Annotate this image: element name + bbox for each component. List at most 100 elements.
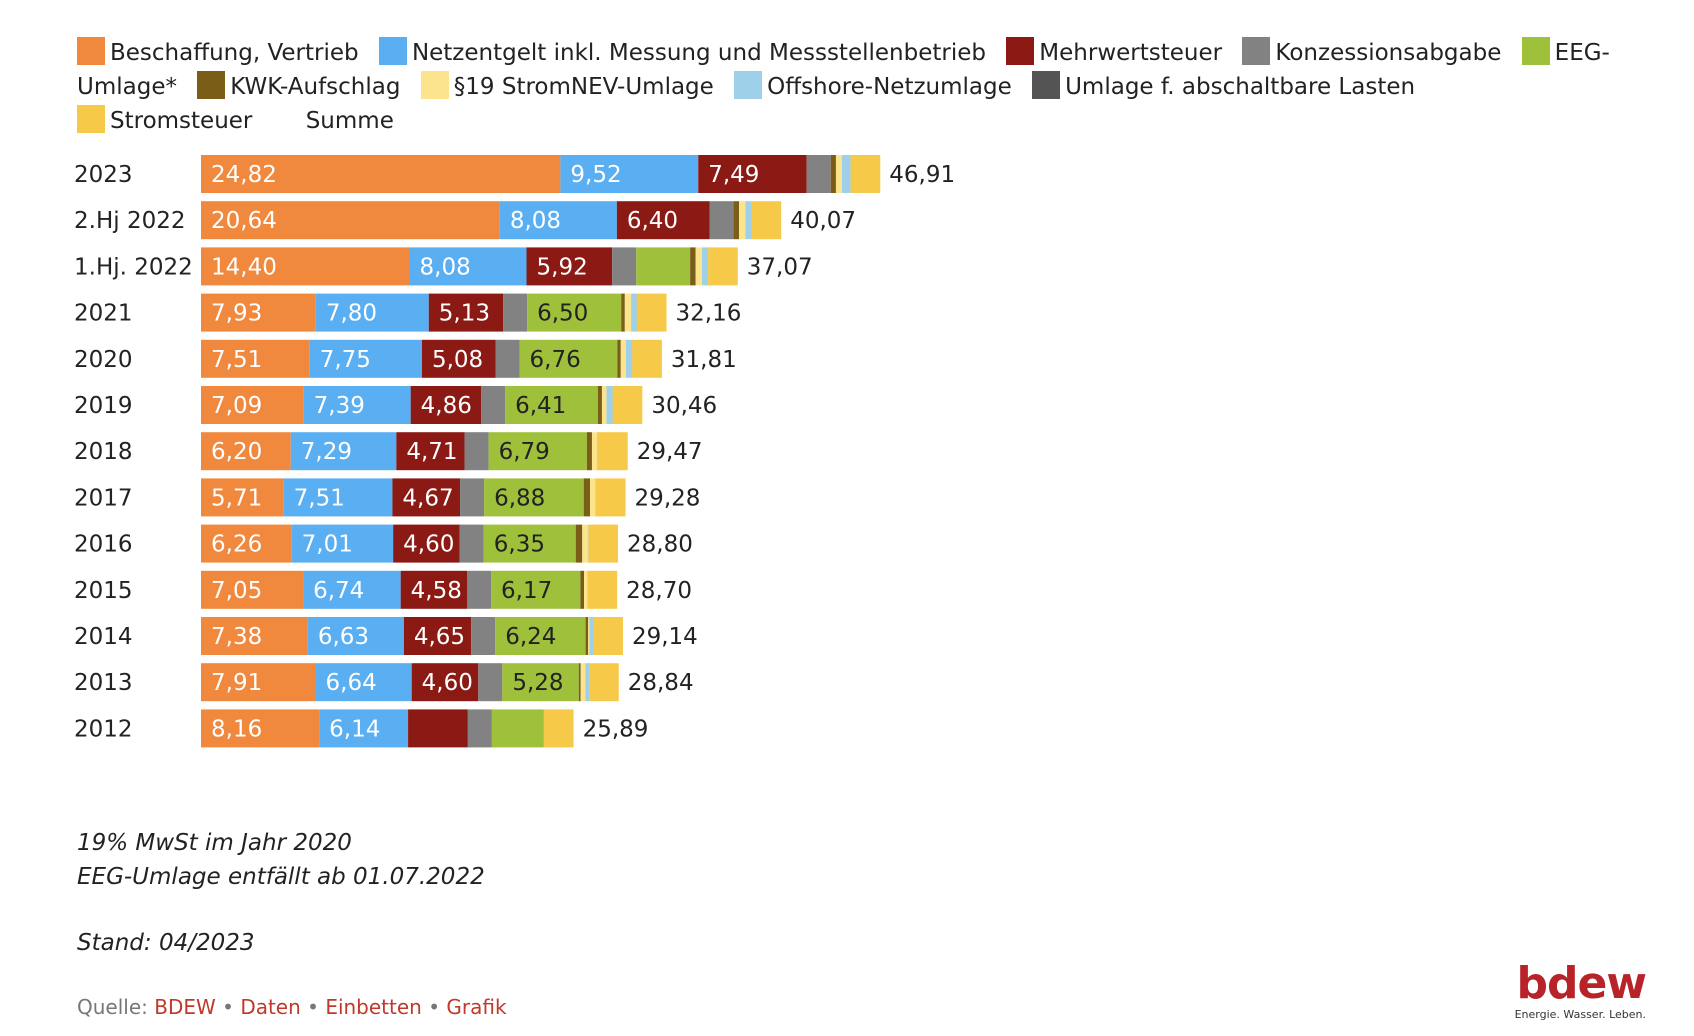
embed-link[interactable]: Einbetten xyxy=(325,995,422,1019)
bar-segment[interactable] xyxy=(526,247,613,286)
legend-item[interactable]: Umlage f. abschaltbare Lasten xyxy=(1032,71,1415,100)
bar-segment[interactable] xyxy=(580,663,586,702)
bar-segment[interactable] xyxy=(597,432,598,471)
legend-item[interactable]: Offshore-Netzumlage xyxy=(734,71,1012,100)
bar-segment[interactable] xyxy=(625,339,633,378)
bar-segment[interactable] xyxy=(466,570,492,609)
bar-segment[interactable] xyxy=(702,247,709,286)
bar-segment[interactable] xyxy=(593,617,623,655)
bar-segment[interactable] xyxy=(201,432,291,471)
bar-segment[interactable] xyxy=(201,663,316,702)
bar-segment[interactable] xyxy=(698,155,807,193)
bar-segment[interactable] xyxy=(291,524,394,563)
bar-segment[interactable] xyxy=(632,339,662,378)
bar-segment[interactable] xyxy=(303,570,401,609)
bar-segment[interactable] xyxy=(616,201,710,240)
bar-segment[interactable] xyxy=(830,155,836,193)
bar-segment[interactable] xyxy=(519,339,618,378)
bar-segment[interactable] xyxy=(695,247,703,286)
bar-segment[interactable] xyxy=(460,478,485,517)
bar-segment[interactable] xyxy=(589,663,619,702)
bar-segment[interactable] xyxy=(464,432,489,471)
bar-segment[interactable] xyxy=(307,617,404,655)
bar-segment[interactable] xyxy=(621,293,625,332)
bar-segment[interactable] xyxy=(739,201,746,240)
bar-segment[interactable] xyxy=(409,247,527,286)
bar-segment[interactable] xyxy=(835,155,843,193)
bar-segment[interactable] xyxy=(636,247,691,286)
bar-segment[interactable] xyxy=(428,293,504,332)
bar-segment[interactable] xyxy=(393,524,460,563)
bar-segment[interactable] xyxy=(491,709,544,748)
bar-segment[interactable] xyxy=(495,339,520,378)
source-link-bdew[interactable]: BDEW xyxy=(154,995,216,1019)
bar-segment[interactable] xyxy=(488,432,587,471)
legend-item[interactable]: Konzessionsabgabe xyxy=(1242,37,1501,66)
bar-segment[interactable] xyxy=(636,293,667,332)
bar-segment[interactable] xyxy=(709,201,734,240)
bar-segment[interactable] xyxy=(499,201,617,240)
bar-segment[interactable] xyxy=(612,386,643,424)
bar-segment[interactable] xyxy=(582,524,588,563)
bar-segment[interactable] xyxy=(690,247,696,286)
legend-item[interactable]: Netzentgelt inkl. Messung und Messstelle… xyxy=(378,37,986,66)
bar-segment[interactable] xyxy=(481,386,506,424)
bar-segment[interactable] xyxy=(400,570,467,609)
bar-segment[interactable] xyxy=(283,478,393,517)
bar-segment[interactable] xyxy=(201,339,310,378)
bar-segment[interactable] xyxy=(502,663,579,702)
bar-segment[interactable] xyxy=(578,663,581,702)
bar-segment[interactable] xyxy=(408,709,468,748)
bar-segment[interactable] xyxy=(842,155,851,193)
bar-segment[interactable] xyxy=(491,570,581,609)
bar-segment[interactable] xyxy=(745,201,752,240)
bar-segment[interactable] xyxy=(595,478,626,517)
legend-item[interactable]: EEG-Umlage* xyxy=(77,37,1610,100)
legend-item[interactable]: §19 StromNEV-Umlage xyxy=(420,71,714,100)
legend-item[interactable]: Beschaffung, Vertrieb xyxy=(77,37,359,66)
bar-segment[interactable] xyxy=(587,524,589,563)
bar-segment[interactable] xyxy=(583,478,591,517)
bar-segment[interactable] xyxy=(631,293,637,332)
legend-item[interactable]: Summe xyxy=(273,108,394,134)
bar-segment[interactable] xyxy=(585,663,590,702)
bar-segment[interactable] xyxy=(617,339,621,378)
bar-segment[interactable] xyxy=(560,155,699,193)
graphic-link[interactable]: Grafik xyxy=(446,995,507,1019)
bar-segment[interactable] xyxy=(201,201,500,240)
bar-segment[interactable] xyxy=(201,478,284,517)
bar-segment[interactable] xyxy=(201,617,308,655)
bar-segment[interactable] xyxy=(484,478,584,517)
bar-segment[interactable] xyxy=(319,709,409,748)
bar-segment[interactable] xyxy=(201,709,320,748)
bar-segment[interactable] xyxy=(580,570,584,609)
bar-segment[interactable] xyxy=(527,293,622,332)
bar-segment[interactable] xyxy=(708,247,738,286)
bar-segment[interactable] xyxy=(467,709,492,748)
bar-segment[interactable] xyxy=(751,201,782,240)
bar-segment[interactable] xyxy=(591,432,598,471)
bar-segment[interactable] xyxy=(471,617,496,655)
bar-segment[interactable] xyxy=(201,293,316,332)
bar-segment[interactable] xyxy=(503,293,528,332)
bar-segment[interactable] xyxy=(590,478,596,517)
bar-segment[interactable] xyxy=(201,524,292,563)
bar-segment[interactable] xyxy=(586,432,592,471)
bar-segment[interactable] xyxy=(733,201,740,240)
bar-segment[interactable] xyxy=(612,247,637,286)
bar-segment[interactable] xyxy=(588,617,590,655)
bar-segment[interactable] xyxy=(588,524,619,563)
bar-segment[interactable] xyxy=(589,617,594,655)
bar-segment[interactable] xyxy=(806,155,831,193)
bar-segment[interactable] xyxy=(201,386,304,424)
bar-segment[interactable] xyxy=(606,386,613,424)
bar-segment[interactable] xyxy=(587,570,618,609)
bar-segment[interactable] xyxy=(601,386,607,424)
bar-segment[interactable] xyxy=(201,570,304,609)
bar-segment[interactable] xyxy=(575,524,583,563)
legend-item[interactable]: Mehrwertsteuer xyxy=(1006,37,1222,66)
bar-segment[interactable] xyxy=(620,339,626,378)
bar-segment[interactable] xyxy=(392,478,461,517)
bar-segment[interactable] xyxy=(543,709,574,748)
bar-segment[interactable] xyxy=(411,663,479,702)
